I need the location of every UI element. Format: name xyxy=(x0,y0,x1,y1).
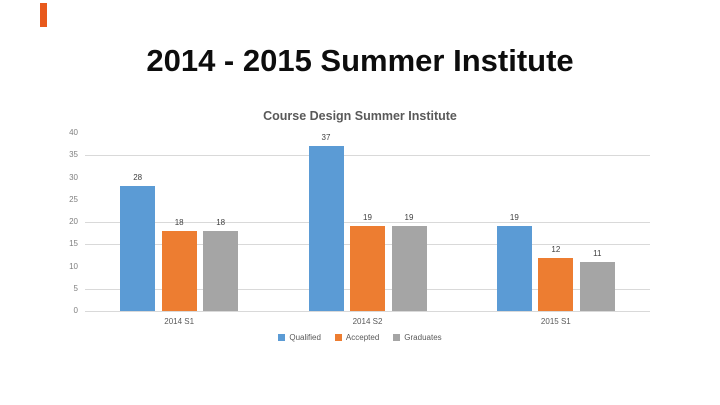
x-axis-category-label: 2014 S1 xyxy=(164,317,195,326)
bar-graduates-2014-s1 xyxy=(203,230,239,311)
legend-swatch-icon xyxy=(334,334,342,341)
legend-item-accepted: Accepted xyxy=(334,333,380,342)
bar-value-label: 18 xyxy=(174,217,184,227)
gridline-0 xyxy=(85,311,650,312)
y-axis-tick-label: 35 xyxy=(69,150,78,160)
legend-label: Graduates xyxy=(404,333,442,342)
y-axis-tick-label: 5 xyxy=(73,283,78,293)
legend-label: Accepted xyxy=(345,333,380,342)
bar-value-label: 37 xyxy=(321,133,331,143)
y-axis-tick-label: 15 xyxy=(69,239,78,249)
legend-item-qualified: Qualified xyxy=(278,333,321,342)
bar-qualified-2014-s2 xyxy=(308,146,344,311)
y-axis-tick-label: 25 xyxy=(69,194,78,204)
gridline-35 xyxy=(85,155,650,157)
bar-value-label: 19 xyxy=(363,213,372,223)
chart-title: Course Design Summer Institute xyxy=(263,109,457,123)
y-axis-tick-label: 20 xyxy=(69,217,78,226)
slide-title: 2014 - 2015 Summer Institute xyxy=(146,43,574,78)
bar-accepted-2014-s2 xyxy=(350,226,385,311)
bar-value-label: 18 xyxy=(216,217,226,227)
bar-graduates-2015-s1 xyxy=(579,262,615,311)
bar-value-label: 11 xyxy=(593,249,602,259)
legend-swatch-icon xyxy=(393,334,401,341)
bar-value-label: 19 xyxy=(509,213,519,223)
y-axis-tick-label: 10 xyxy=(69,261,78,271)
y-axis-tick-label: 40 xyxy=(69,128,78,137)
bar-value-label: 28 xyxy=(133,173,143,183)
bar-value-label: 12 xyxy=(551,244,561,254)
x-axis-category-label: 2015 S1 xyxy=(540,317,571,326)
legend-item-graduates: Graduates xyxy=(393,333,442,342)
bar-accepted-2014-s1 xyxy=(161,230,197,311)
bar-qualified-2014-s1 xyxy=(120,186,156,311)
y-axis-tick-label: 0 xyxy=(73,306,78,315)
accent-mark xyxy=(40,3,47,27)
legend-swatch-icon xyxy=(278,334,286,341)
bar-qualified-2015-s1 xyxy=(496,226,532,311)
gridline-20 xyxy=(85,222,650,223)
bar-accepted-2015-s1 xyxy=(538,257,574,311)
bar-value-label: 19 xyxy=(404,213,414,223)
chart-legend: Qualified Accepted Graduates xyxy=(0,333,720,342)
x-axis-category-label: 2014 S2 xyxy=(352,317,383,326)
bar-graduates-2014-s2 xyxy=(391,226,427,311)
y-axis-tick-label: 30 xyxy=(69,172,78,182)
legend-label: Qualified xyxy=(289,333,321,342)
